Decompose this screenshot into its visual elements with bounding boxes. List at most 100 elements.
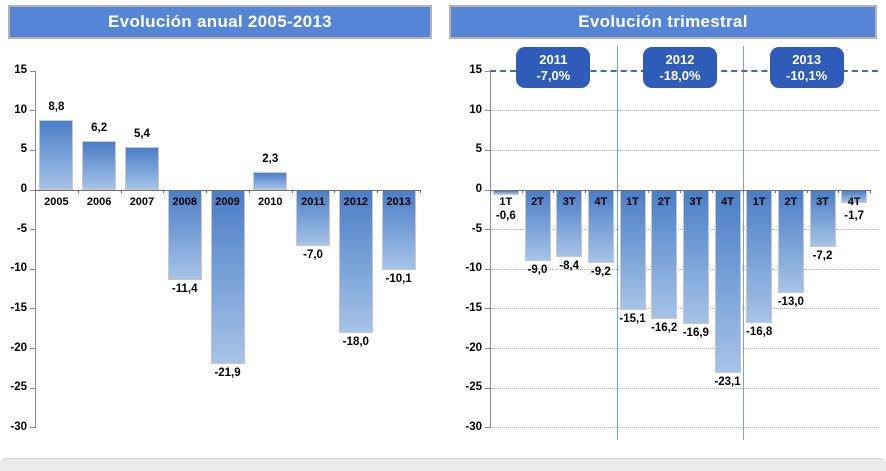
value-label-4: -15,1 — [619, 312, 646, 325]
y-axis-label: 10 — [469, 103, 482, 116]
y-axis-tick — [30, 70, 35, 72]
quarterly-chart-title: Evolución trimestral — [578, 12, 748, 31]
year-badge-year-2012: 2012 — [665, 51, 695, 67]
category-label-2T-1: 2T — [531, 196, 544, 208]
category-tick — [248, 190, 250, 193]
year-badge-value-2011: -7,0% — [536, 67, 571, 83]
footer-strip — [0, 458, 886, 471]
value-label-8: -16,8 — [746, 326, 773, 339]
y-axis-tick — [30, 189, 35, 191]
year-badge-2012: 2012 -18,0% — [643, 47, 717, 88]
value-label-7: -23,1 — [714, 376, 741, 389]
category-label-2012-7: 2012 — [343, 196, 369, 208]
bar-2T-9 — [777, 190, 804, 294]
y-axis-label: -10 — [10, 262, 27, 275]
category-label-2007-2: 2007 — [129, 196, 155, 208]
category-tick — [120, 190, 122, 193]
y-axis-line — [35, 71, 36, 428]
annual-chart-title: Evolución anual 2005-2013 — [108, 12, 332, 31]
bar-1T-4 — [619, 190, 646, 310]
value-label-2: -8,4 — [559, 259, 580, 272]
category-label-4T-7: 4T — [721, 196, 734, 208]
year-badge-2011: 2011 -7,0% — [516, 47, 591, 88]
category-tick — [77, 190, 79, 193]
category-label-4T-3: 4T — [594, 196, 608, 208]
gridline — [491, 149, 879, 151]
y-axis-tick — [485, 110, 490, 112]
y-axis-label: -15 — [465, 301, 482, 314]
bar-3T-10 — [809, 190, 836, 248]
bar-2009-4 — [210, 190, 245, 364]
value-label-10: -7,2 — [812, 250, 833, 263]
y-axis-label: 0 — [475, 183, 482, 195]
category-label-2010-5: 2010 — [258, 196, 283, 208]
category-tick — [711, 190, 713, 193]
value-label-7: -18,0 — [342, 335, 369, 348]
category-tick — [743, 190, 745, 193]
y-axis-tick — [30, 348, 35, 350]
value-label-5: 2,3 — [262, 152, 279, 165]
category-tick — [291, 190, 293, 193]
category-label-2T-9: 2T — [784, 196, 798, 208]
value-label-1: 6,2 — [91, 121, 108, 134]
y-axis-label: 15 — [469, 64, 482, 76]
bar-2T-1 — [524, 190, 551, 262]
gridline — [491, 427, 879, 429]
category-tick — [377, 190, 379, 193]
y-axis-tick — [485, 427, 490, 429]
bar-4T-3 — [587, 190, 614, 263]
y-axis-label: 15 — [14, 64, 27, 76]
year-badge-year-2011: 2011 — [539, 51, 568, 67]
category-label-2011-6: 2011 — [301, 196, 325, 208]
value-label-1: -9,0 — [527, 264, 548, 277]
bar-3T-6 — [682, 190, 709, 325]
y-axis-label: -25 — [465, 381, 482, 394]
year-separator-line — [743, 46, 745, 440]
y-axis-tick — [485, 268, 490, 270]
value-label-0: 8,8 — [48, 101, 65, 114]
gridline — [491, 348, 879, 350]
y-axis-tick — [485, 70, 490, 72]
y-axis-label: 5 — [20, 143, 27, 156]
category-tick — [680, 190, 681, 193]
y-axis-label: 0 — [20, 183, 27, 195]
category-tick — [616, 190, 618, 193]
bar-2013-8 — [381, 190, 416, 271]
zero-axis-line — [35, 189, 420, 191]
category-label-2013-8: 2013 — [386, 196, 411, 208]
category-tick — [420, 190, 421, 193]
bar-2012-7 — [338, 190, 373, 333]
category-label-3T-6: 3T — [689, 196, 703, 208]
value-label-2: 5,4 — [133, 128, 150, 141]
value-label-6: -16,9 — [682, 327, 709, 340]
y-axis-label: -20 — [465, 341, 482, 354]
y-axis-tick — [485, 348, 490, 350]
value-label-6: -7,0 — [303, 248, 323, 261]
value-label-9: -13,0 — [777, 296, 804, 309]
bar-3T-2 — [556, 190, 583, 257]
year-badge-year-2013: 2013 — [792, 51, 822, 67]
category-label-2T-5: 2T — [657, 196, 671, 208]
bar-2006-1 — [82, 140, 117, 190]
category-label-2009-4: 2009 — [215, 196, 240, 208]
category-tick — [490, 190, 491, 193]
bar-2007-2 — [124, 147, 159, 190]
y-axis-label: -5 — [471, 222, 482, 235]
y-axis-tick — [30, 427, 35, 429]
y-axis-tick — [485, 189, 490, 191]
bar-2010-5 — [253, 171, 288, 190]
y-axis-label: -25 — [10, 381, 27, 394]
y-axis-tick — [485, 149, 490, 151]
gridline — [491, 110, 879, 112]
value-label-3: -9,2 — [590, 265, 611, 278]
category-label-1T-0: 1T — [499, 196, 513, 208]
category-tick — [553, 190, 555, 193]
category-tick — [206, 190, 208, 193]
y-axis-label: 5 — [475, 143, 482, 156]
category-label-2008-3: 2008 — [172, 196, 197, 208]
category-tick — [775, 190, 776, 193]
y-axis-label: -5 — [16, 222, 27, 235]
y-axis-label: -15 — [10, 301, 27, 314]
